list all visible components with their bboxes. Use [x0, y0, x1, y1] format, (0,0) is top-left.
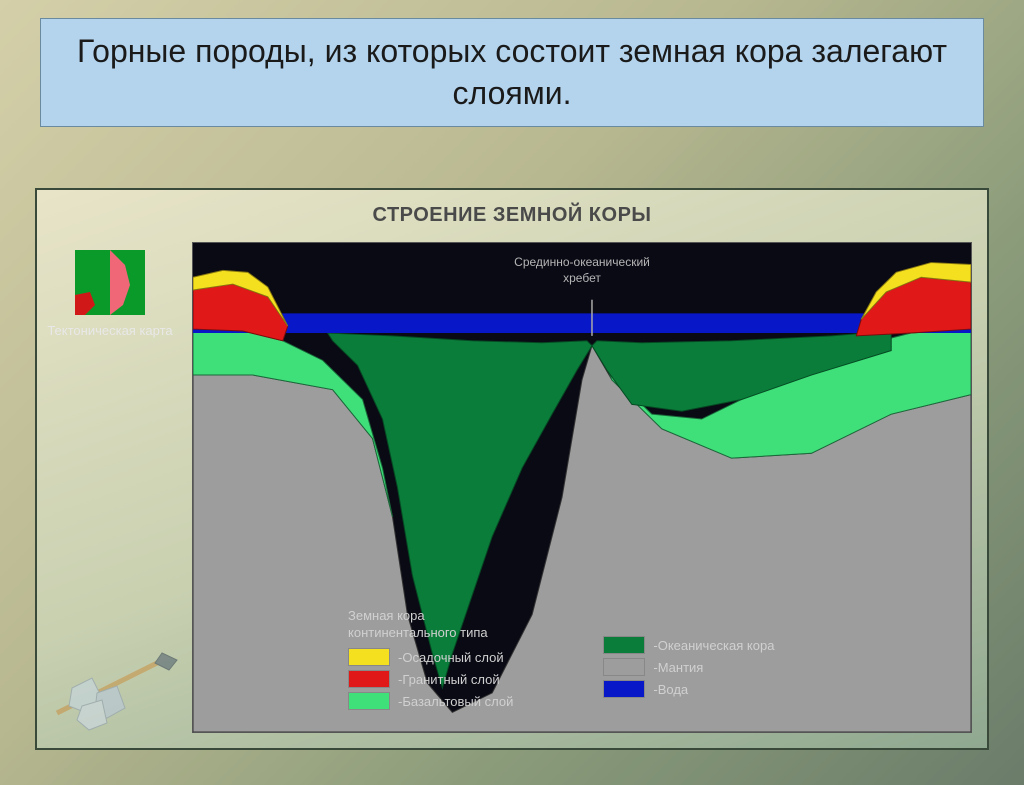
legend-item-mantle: -Мантия: [603, 658, 774, 676]
legend-heading: Земная кора континентального типа: [348, 608, 513, 642]
legend-item-water: -Вода: [603, 680, 774, 698]
legend-label: -Гранитный слой: [398, 672, 500, 687]
legend-label: -Мантия: [653, 660, 703, 675]
legend-item-sedimentary: -Осадочный слой: [348, 648, 513, 666]
ridge-label-line1: Срединно-океанический: [514, 255, 650, 271]
crystal-decoration: [47, 618, 187, 738]
legend-swatch: [603, 636, 645, 654]
legend-label: -Вода: [653, 682, 688, 697]
legend-swatch: [348, 648, 390, 666]
legend-label: -Океаническая кора: [653, 638, 774, 653]
diagram-title: СТРОЕНИЕ ЗЕМНОЙ КОРЫ: [37, 190, 987, 235]
legend-swatch: [348, 692, 390, 710]
ridge-label-line2: хребет: [514, 271, 650, 287]
legend-column-right: -Океаническая кора -Мантия -Вода: [603, 608, 774, 714]
crust-diagram: Срединно-океанический хребет Земная кора…: [192, 242, 972, 733]
legend-item-granite: -Гранитный слой: [348, 670, 513, 688]
legend-label: -Осадочный слой: [398, 650, 504, 665]
legend-column-left: Земная кора континентального типа -Осадо…: [348, 608, 513, 714]
legend: Земная кора континентального типа -Осадо…: [348, 608, 774, 714]
legend-item-basalt: -Базальтовый слой: [348, 692, 513, 710]
water-layer: [193, 313, 971, 333]
title-bar: Горные породы, из которых состоит земная…: [40, 18, 984, 127]
main-container: СТРОЕНИЕ ЗЕМНОЙ КОРЫ Тектоническая карта: [35, 188, 989, 750]
ridge-label: Срединно-океанический хребет: [514, 255, 650, 286]
page-title: Горные породы, из которых состоит земная…: [61, 31, 963, 114]
tectonic-map-icon: [75, 250, 145, 315]
legend-swatch: [348, 670, 390, 688]
legend-label: -Базальтовый слой: [398, 694, 513, 709]
sidebar: Тектоническая карта: [45, 250, 175, 340]
tectonic-map-label: Тектоническая карта: [45, 323, 175, 340]
legend-swatch: [603, 658, 645, 676]
legend-swatch: [603, 680, 645, 698]
legend-item-oceanic: -Океаническая кора: [603, 636, 774, 654]
